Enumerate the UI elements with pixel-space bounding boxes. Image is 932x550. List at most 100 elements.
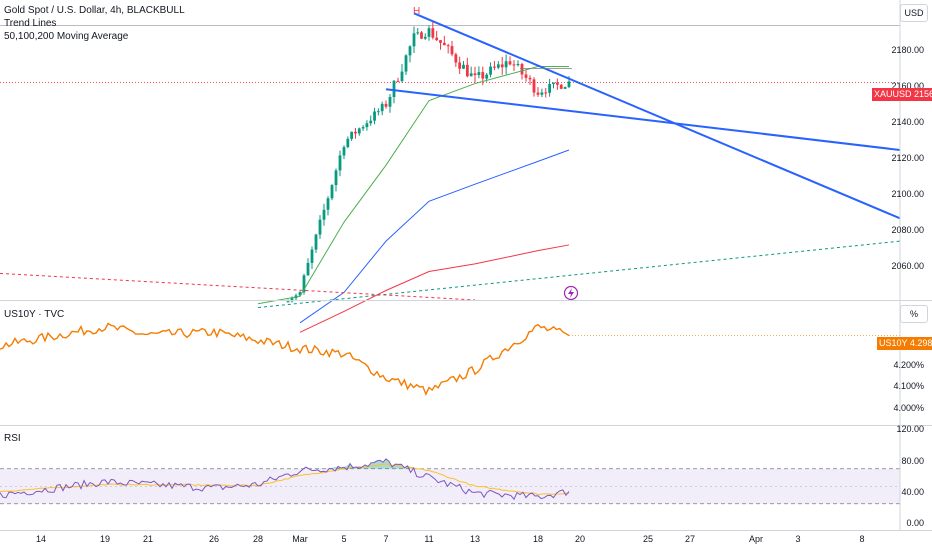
candle[interactable] xyxy=(314,234,318,250)
moving-average-line[interactable] xyxy=(299,244,570,333)
candle[interactable] xyxy=(508,61,512,65)
trend-line[interactable] xyxy=(257,240,901,309)
candle[interactable] xyxy=(357,128,361,134)
candle[interactable] xyxy=(326,198,330,210)
symbol-title[interactable]: Gold Spot / U.S. Dollar, 4h, BLACKBULL xyxy=(4,5,185,16)
candle[interactable] xyxy=(290,298,294,302)
candle[interactable] xyxy=(338,155,342,171)
candle[interactable] xyxy=(540,92,544,95)
rsi-title[interactable]: RSI xyxy=(4,433,21,444)
candle[interactable] xyxy=(354,131,357,134)
candle[interactable] xyxy=(465,64,469,77)
candle[interactable] xyxy=(496,64,500,68)
candle[interactable] xyxy=(350,131,354,139)
percent-scale-button[interactable]: % xyxy=(900,305,928,323)
candle[interactable] xyxy=(330,185,334,199)
candle[interactable] xyxy=(302,275,306,293)
candle[interactable] xyxy=(361,127,365,129)
candle[interactable] xyxy=(532,79,536,93)
price-tick: 2080.00 xyxy=(891,225,924,235)
candle[interactable] xyxy=(322,209,326,220)
candle[interactable] xyxy=(408,46,412,56)
candle[interactable] xyxy=(384,103,388,107)
candle[interactable] xyxy=(431,28,435,38)
candle[interactable] xyxy=(516,64,520,66)
rsi-pane[interactable] xyxy=(0,458,900,505)
candle[interactable] xyxy=(306,262,310,276)
candle[interactable] xyxy=(310,249,314,263)
candle[interactable] xyxy=(512,64,516,66)
candle[interactable] xyxy=(536,92,540,95)
x-tick: 13 xyxy=(469,534,481,544)
candle[interactable] xyxy=(435,37,439,41)
candle[interactable] xyxy=(392,80,396,97)
trend-line[interactable] xyxy=(385,88,901,151)
candle[interactable] xyxy=(342,147,346,156)
trend-line[interactable] xyxy=(413,12,901,220)
us10y-line[interactable] xyxy=(0,322,570,396)
candle[interactable] xyxy=(423,36,427,39)
candle[interactable] xyxy=(380,103,384,112)
candle[interactable] xyxy=(412,33,416,47)
candle[interactable] xyxy=(442,42,446,46)
symbol-label: XAUUSD xyxy=(874,89,912,99)
candle[interactable] xyxy=(446,45,450,47)
candle[interactable] xyxy=(427,28,431,37)
candle[interactable] xyxy=(567,81,571,88)
candle[interactable] xyxy=(286,301,290,303)
candle[interactable] xyxy=(458,62,462,69)
candle[interactable] xyxy=(555,82,559,85)
candle[interactable] xyxy=(524,74,528,78)
candle[interactable] xyxy=(473,73,477,76)
trend-line[interactable] xyxy=(0,272,476,301)
us10y-symbol-label: US10Y xyxy=(879,338,908,348)
candle[interactable] xyxy=(416,32,420,34)
candle[interactable] xyxy=(439,40,442,43)
candle[interactable] xyxy=(469,73,473,77)
candle[interactable] xyxy=(298,292,302,296)
candle[interactable] xyxy=(388,96,392,107)
price-pane[interactable] xyxy=(0,12,901,333)
candle[interactable] xyxy=(400,71,404,82)
candle[interactable] xyxy=(450,46,454,55)
candle[interactable] xyxy=(346,138,350,148)
candle[interactable] xyxy=(396,80,400,82)
candle[interactable] xyxy=(318,219,322,235)
rsi-tick: 80.00 xyxy=(901,456,924,466)
candle[interactable] xyxy=(462,64,465,69)
candle[interactable] xyxy=(548,84,552,93)
candle[interactable] xyxy=(420,32,423,39)
candle[interactable] xyxy=(528,77,532,80)
candle[interactable] xyxy=(369,120,373,124)
candle[interactable] xyxy=(404,55,408,72)
trend-lines-label[interactable]: Trend Lines xyxy=(4,18,57,29)
candle[interactable] xyxy=(477,72,481,76)
candle[interactable] xyxy=(365,123,369,128)
candle[interactable] xyxy=(454,54,458,63)
us10y-pane[interactable] xyxy=(0,322,900,396)
candle[interactable] xyxy=(544,92,548,94)
moving-average-label[interactable]: 50,100,200 Moving Average xyxy=(4,31,129,42)
us10y-last-value: 4.298% xyxy=(909,338,932,348)
candle[interactable] xyxy=(334,170,338,186)
rsi-tick: 40.00 xyxy=(901,487,924,497)
candle[interactable] xyxy=(500,64,504,68)
rsi-line[interactable] xyxy=(0,458,570,501)
candle[interactable] xyxy=(520,64,524,75)
candle[interactable] xyxy=(376,111,380,113)
candle[interactable] xyxy=(563,87,567,89)
candle[interactable] xyxy=(373,111,376,121)
candle[interactable] xyxy=(481,72,485,79)
candle[interactable] xyxy=(552,82,555,85)
moving-average-line[interactable] xyxy=(257,65,569,305)
currency-button[interactable]: USD xyxy=(900,4,928,22)
candle[interactable] xyxy=(504,61,508,68)
us10y-title[interactable]: US10Y · TVC xyxy=(4,309,65,320)
candle[interactable] xyxy=(559,84,563,89)
candle[interactable] xyxy=(493,66,496,68)
candle[interactable] xyxy=(485,74,489,79)
high-marker: H xyxy=(413,6,421,17)
price-tick: 2140.00 xyxy=(891,117,924,127)
candle[interactable] xyxy=(489,66,492,75)
